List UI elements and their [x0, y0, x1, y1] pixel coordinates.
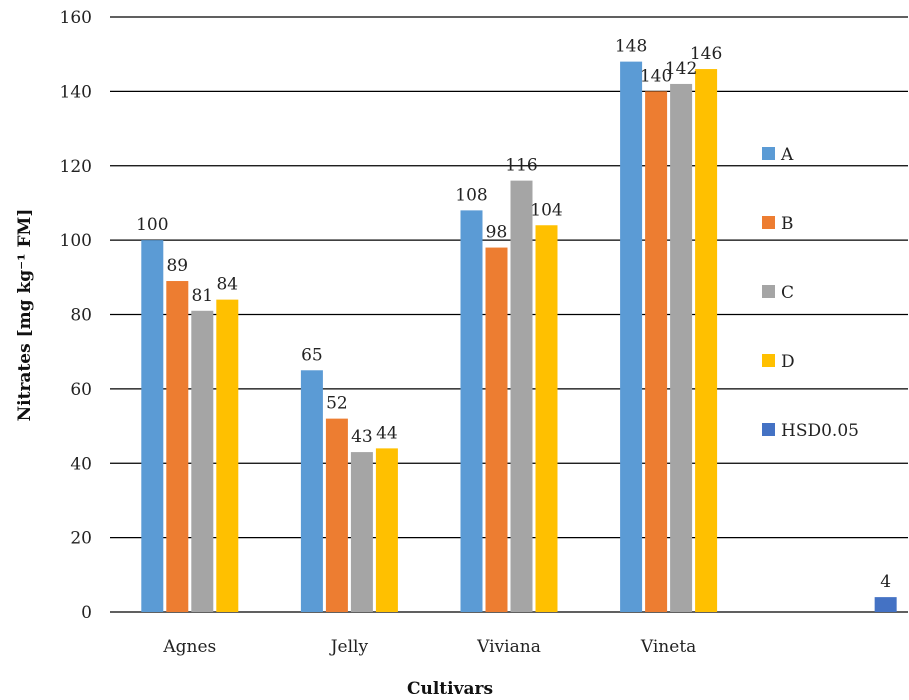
legend-label: HSD0.05	[781, 421, 859, 441]
bar	[695, 69, 718, 612]
legend-label: A	[780, 145, 794, 165]
data-label: 146	[690, 44, 722, 64]
bar	[874, 597, 897, 612]
legend: A B C D HSD0.05	[762, 145, 859, 441]
legend-swatch	[762, 354, 775, 367]
data-label: 108	[455, 185, 487, 205]
bar	[216, 299, 239, 612]
data-label: 142	[665, 59, 697, 79]
data-label: 65	[301, 345, 323, 365]
bar	[166, 281, 189, 612]
bar	[350, 452, 373, 612]
x-tick-label: Viviana	[476, 637, 541, 657]
legend-label: B	[781, 214, 794, 234]
legend-swatch	[762, 285, 775, 298]
y-tick-label: 60	[70, 380, 92, 400]
bar	[191, 310, 214, 612]
y-tick-label: 40	[70, 454, 92, 474]
bar	[375, 448, 398, 612]
data-label: 116	[505, 156, 537, 176]
data-label: 148	[615, 37, 647, 57]
bars	[141, 61, 897, 612]
legend-label: C	[781, 283, 794, 303]
y-tick-label: 20	[70, 529, 92, 549]
bar	[325, 418, 348, 612]
data-label: 98	[486, 223, 508, 243]
y-axis-ticks: 0 20 40 60 80 100 120 140 160	[60, 8, 92, 623]
x-axis-title: Cultivars	[407, 679, 493, 699]
legend-swatch	[762, 147, 775, 160]
bar	[535, 225, 558, 612]
y-tick-label: 100	[60, 231, 92, 251]
bar	[460, 210, 483, 612]
y-tick-label: 80	[70, 306, 92, 326]
data-label: 4	[880, 572, 891, 592]
gridlines	[110, 16, 908, 613]
y-tick-label: 0	[81, 603, 92, 623]
bar	[620, 61, 643, 612]
data-label: 84	[216, 275, 238, 295]
y-tick-label: 160	[60, 8, 92, 28]
bar	[670, 83, 693, 612]
legend-swatch	[762, 423, 775, 436]
legend-swatch	[762, 216, 775, 229]
data-label: 104	[530, 200, 562, 220]
bar	[485, 247, 508, 612]
legend-label: D	[781, 352, 795, 372]
data-label: 44	[376, 423, 398, 443]
bar	[510, 180, 533, 612]
y-axis-title: Nitrates [mg kg⁻¹ FM]	[15, 209, 35, 422]
bar	[141, 240, 164, 612]
data-label: 81	[191, 286, 213, 306]
data-label: 100	[136, 215, 168, 235]
data-label: 89	[166, 256, 188, 276]
data-label: 140	[640, 66, 672, 86]
bar	[645, 91, 668, 612]
y-tick-label: 120	[60, 157, 92, 177]
x-tick-label: Vineta	[640, 637, 696, 657]
x-tick-label: Jelly	[329, 637, 369, 657]
data-label: 43	[351, 427, 373, 447]
y-tick-label: 140	[60, 82, 92, 102]
x-axis-ticks: Agnes Jelly Viviana Vineta	[162, 637, 696, 657]
data-label: 52	[326, 394, 348, 414]
bar	[300, 370, 323, 612]
x-tick-label: Agnes	[162, 637, 216, 657]
